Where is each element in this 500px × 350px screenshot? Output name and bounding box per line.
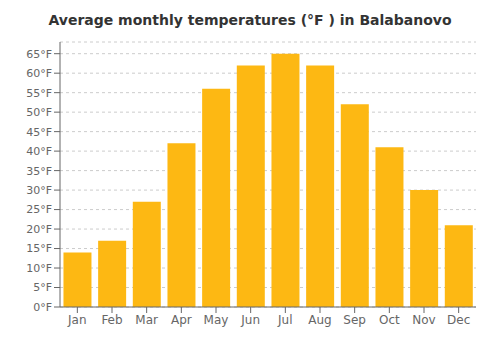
svg-text:25°F: 25°F — [26, 203, 52, 216]
svg-text:0°F: 0°F — [33, 301, 52, 314]
svg-text:45°F: 45°F — [26, 126, 52, 139]
svg-text:Oct: Oct — [379, 313, 400, 327]
svg-text:55°F: 55°F — [26, 87, 52, 100]
svg-text:40°F: 40°F — [26, 145, 52, 158]
svg-text:Jun: Jun — [240, 313, 260, 327]
svg-text:50°F: 50°F — [26, 106, 52, 119]
svg-text:Apr: Apr — [171, 313, 192, 327]
html-text:Average monthly temperatures (: Average monthly temperatures (°F ) in Ba… — [48, 12, 452, 28]
svg-text:Nov: Nov — [412, 313, 435, 327]
svg-text:Jul: Jul — [277, 313, 292, 327]
svg-text:65°F: 65°F — [26, 48, 52, 61]
svg-text:20°F: 20°F — [26, 223, 52, 236]
svg-text:Dec: Dec — [447, 313, 470, 327]
svg-text:Aug: Aug — [308, 313, 331, 327]
svg-text:10°F: 10°F — [26, 262, 52, 275]
svg-text:Jan: Jan — [67, 313, 87, 327]
svg-text:15°F: 15°F — [26, 242, 52, 255]
svg-text:30°F: 30°F — [26, 184, 52, 197]
svg-text:60°F: 60°F — [26, 67, 52, 80]
svg-text:5°F: 5°F — [33, 281, 52, 294]
svg-text:Mar: Mar — [135, 313, 158, 327]
svg-text:Feb: Feb — [101, 313, 122, 327]
svg-text:35°F: 35°F — [26, 165, 52, 178]
svg-text:Sep: Sep — [343, 313, 366, 327]
svg-text:May: May — [204, 313, 229, 327]
